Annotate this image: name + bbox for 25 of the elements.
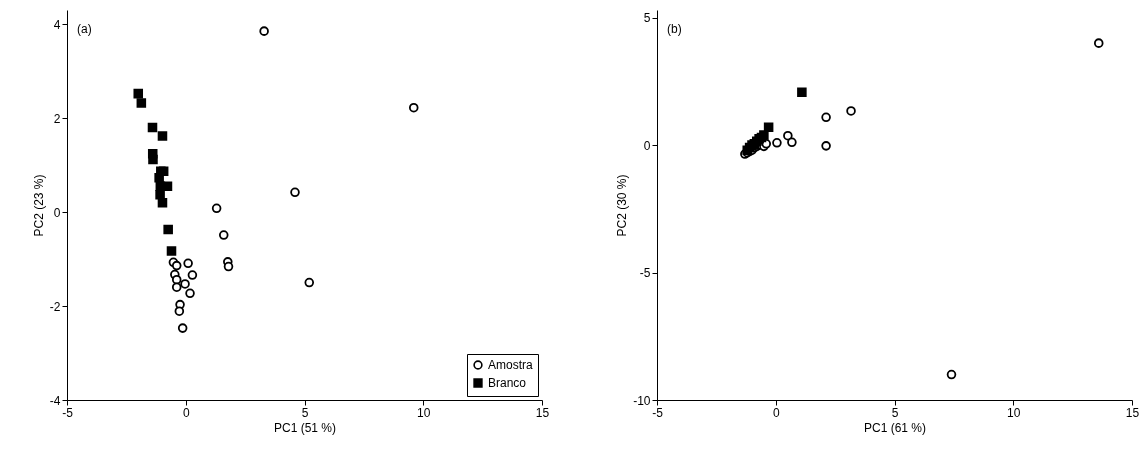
legend-label: Branco: [488, 376, 527, 390]
y-axis-title: PC2 (30 %): [615, 174, 630, 237]
text: (b): [667, 22, 682, 36]
x-tick-label: 15: [535, 405, 550, 420]
y-tick-label: 0: [643, 138, 651, 153]
x-axis-title: PC1 (61 %): [863, 420, 927, 435]
y-tick-label: 4: [53, 17, 61, 32]
y-tick-label: -4: [49, 393, 61, 408]
y-tick-label: 5: [643, 11, 651, 26]
x-axis-title: PC1 (51 %): [273, 420, 337, 435]
y-tick-label: -10: [633, 393, 651, 408]
x-tick-label: 10: [417, 405, 431, 420]
y-tick-label: 0: [53, 205, 61, 220]
x-tick-label: 5: [301, 405, 309, 420]
text: (a): [77, 22, 92, 36]
x-tick-label: 5: [891, 405, 899, 420]
x-tick-label: 15: [1125, 405, 1140, 420]
y-tick-label: 2: [53, 111, 61, 126]
y-tick-label: -5: [639, 266, 651, 281]
y-axis-title: PC2 (23 %): [31, 174, 46, 237]
y-tick-label: -2: [49, 299, 61, 314]
x-tick-label: 0: [182, 405, 190, 420]
x-tick-label: 0: [772, 405, 780, 420]
x-tick-label: 10: [1007, 405, 1021, 420]
legend-label: Amostra: [488, 358, 533, 372]
